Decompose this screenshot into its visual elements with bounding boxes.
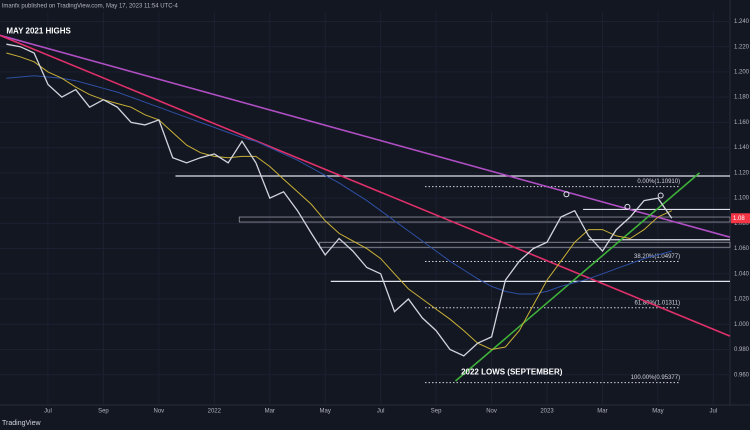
marker bbox=[624, 203, 631, 210]
y-tick-label: 1.160 bbox=[734, 120, 750, 126]
x-tick-label: Jul bbox=[377, 409, 385, 415]
y-tick-label: 0.980 bbox=[734, 347, 750, 353]
x-tick-label: Mar bbox=[265, 409, 275, 415]
x-tick-label: Mar bbox=[597, 409, 607, 415]
y-tick-label: 1.060 bbox=[734, 246, 750, 252]
x-tick-label: Sep bbox=[431, 409, 442, 415]
y-tick-label: 1.080 bbox=[734, 221, 750, 227]
last-price-label: 1.08 bbox=[733, 216, 745, 222]
x-tick-label: Jul bbox=[710, 409, 718, 415]
x-tick-label: May bbox=[320, 409, 331, 415]
y-tick-label: 1.120 bbox=[734, 170, 750, 176]
moving-average bbox=[6, 75, 672, 295]
y-tick-label: 1.020 bbox=[734, 297, 750, 303]
header: lmanfx published on TradingView.com, May… bbox=[2, 4, 179, 10]
x-tick-label: Sep bbox=[98, 409, 109, 415]
y-tick-label: 1.220 bbox=[734, 44, 750, 50]
y-tick-label: 1.240 bbox=[734, 19, 750, 25]
trendline bbox=[0, 34, 731, 238]
fib-label: 38.20%(1.04977) bbox=[634, 254, 680, 260]
annotation: MAY 2021 HIGHS bbox=[6, 27, 71, 36]
marker bbox=[563, 191, 570, 198]
annotation: 2022 LOWS (SEPTEMBER) bbox=[461, 367, 563, 376]
level-box bbox=[319, 241, 731, 248]
x-tick-label: 2022 bbox=[208, 409, 222, 415]
x-tick-label: Jul bbox=[44, 409, 52, 415]
price-line bbox=[6, 43, 673, 357]
y-tick-label: 1.200 bbox=[734, 69, 750, 75]
fib-label: 61.80%(1.01311) bbox=[635, 300, 681, 306]
x-tick-label: Nov bbox=[154, 409, 165, 415]
fib-label: 0.00%(1.10910) bbox=[637, 179, 680, 185]
y-tick-label: 1.180 bbox=[734, 95, 750, 101]
y-tick-label: 1.040 bbox=[734, 271, 750, 277]
footer: TradingView bbox=[2, 420, 41, 427]
fib-label: 100.00%(0.95377) bbox=[631, 375, 680, 381]
y-tick-label: 0.960 bbox=[734, 372, 750, 378]
x-tick-label: 2023 bbox=[540, 409, 554, 415]
trendline bbox=[455, 172, 701, 382]
x-tick-label: May bbox=[652, 409, 663, 415]
y-tick-label: 1.100 bbox=[734, 196, 750, 202]
last-price-box bbox=[731, 213, 750, 224]
y-tick-label: 1.000 bbox=[734, 322, 750, 328]
moving-average bbox=[6, 52, 673, 351]
y-tick-label: 1.140 bbox=[734, 145, 750, 151]
trendline bbox=[0, 34, 731, 337]
marker bbox=[657, 192, 664, 199]
x-tick-label: Nov bbox=[486, 409, 497, 415]
level-box bbox=[238, 216, 731, 223]
